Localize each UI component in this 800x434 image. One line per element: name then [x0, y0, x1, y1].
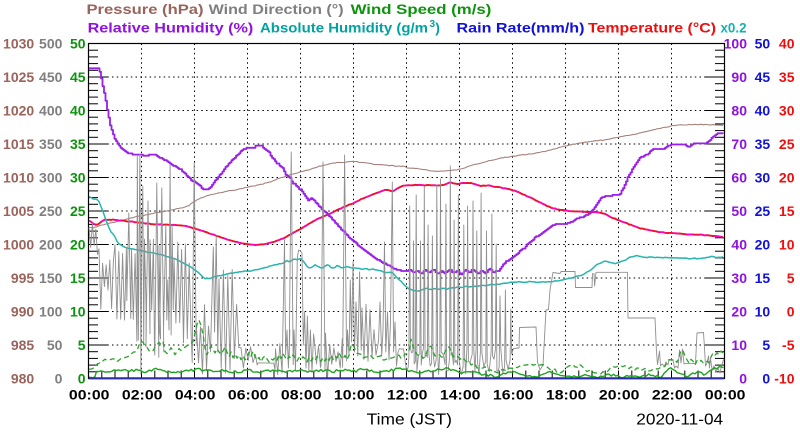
- svg-text:70: 70: [731, 136, 747, 152]
- svg-text:15: 15: [755, 270, 771, 286]
- svg-text:30: 30: [731, 270, 747, 286]
- svg-text:12:00: 12:00: [387, 386, 428, 402]
- svg-text:30: 30: [755, 169, 771, 185]
- svg-text:14:00: 14:00: [440, 386, 481, 402]
- svg-text:20: 20: [731, 303, 747, 319]
- svg-text:980: 980: [11, 370, 35, 386]
- svg-text:2020-11-04: 2020-11-04: [636, 411, 723, 428]
- svg-text:40: 40: [731, 236, 747, 252]
- svg-text:60: 60: [731, 169, 747, 185]
- svg-text:-5: -5: [782, 337, 795, 353]
- svg-text:35: 35: [779, 69, 795, 85]
- svg-text:5: 5: [762, 337, 770, 353]
- svg-text:08:00: 08:00: [281, 386, 322, 402]
- svg-text:400: 400: [39, 102, 63, 118]
- svg-text:350: 350: [39, 136, 63, 152]
- svg-text:985: 985: [11, 337, 35, 353]
- svg-text:25: 25: [755, 203, 771, 219]
- svg-text:40: 40: [779, 35, 795, 51]
- svg-text:10:00: 10:00: [334, 386, 375, 402]
- svg-text:20: 20: [779, 169, 795, 185]
- svg-text:20: 20: [755, 236, 771, 252]
- svg-text:200: 200: [39, 236, 63, 252]
- svg-text:80: 80: [731, 102, 747, 118]
- svg-text:3: 3: [430, 19, 436, 30]
- svg-text:0: 0: [762, 370, 770, 386]
- svg-text:18:00: 18:00: [546, 386, 587, 402]
- svg-text:Rain Rate(mm/h): Rain Rate(mm/h): [457, 20, 585, 36]
- svg-text:10: 10: [755, 303, 771, 319]
- svg-text:-10: -10: [774, 370, 794, 386]
- svg-text:1030: 1030: [3, 35, 34, 51]
- svg-text:500: 500: [39, 35, 63, 51]
- svg-text:990: 990: [11, 303, 35, 319]
- svg-text:10: 10: [70, 303, 86, 319]
- svg-text:x0.2: x0.2: [721, 19, 747, 35]
- svg-text:10: 10: [779, 236, 795, 252]
- svg-text:45: 45: [70, 69, 86, 85]
- svg-text:): ): [435, 20, 440, 36]
- svg-text:20: 20: [70, 236, 86, 252]
- svg-text:Absolute Humidity (g/m: Absolute Humidity (g/m: [260, 20, 428, 36]
- svg-text:02:00: 02:00: [122, 386, 163, 402]
- svg-text:Temperature (°C): Temperature (°C): [588, 20, 716, 36]
- svg-text:Time (JST): Time (JST): [367, 411, 452, 428]
- svg-text:30: 30: [70, 169, 86, 185]
- svg-text:1025: 1025: [3, 69, 34, 85]
- svg-text:25: 25: [779, 136, 795, 152]
- svg-text:25: 25: [70, 203, 86, 219]
- svg-text:40: 40: [70, 102, 86, 118]
- svg-text:Wind Direction (°): Wind Direction (°): [209, 1, 344, 17]
- svg-text:Relative Humidity (%): Relative Humidity (%): [88, 20, 254, 36]
- svg-text:5: 5: [787, 270, 795, 286]
- svg-text:1020: 1020: [3, 102, 34, 118]
- svg-text:06:00: 06:00: [228, 386, 269, 402]
- svg-text:10: 10: [731, 337, 747, 353]
- svg-text:04:00: 04:00: [175, 386, 216, 402]
- svg-text:50: 50: [731, 203, 747, 219]
- svg-text:0: 0: [739, 370, 747, 386]
- svg-text:45: 45: [755, 69, 771, 85]
- svg-text:5: 5: [78, 337, 86, 353]
- svg-text:0: 0: [787, 303, 795, 319]
- svg-text:50: 50: [70, 35, 86, 51]
- svg-text:15: 15: [779, 203, 795, 219]
- svg-text:20:00: 20:00: [599, 386, 640, 402]
- svg-text:1010: 1010: [3, 169, 34, 185]
- svg-text:Pressure (hPa): Pressure (hPa): [87, 1, 204, 17]
- svg-text:50: 50: [755, 35, 771, 51]
- svg-text:100: 100: [39, 303, 63, 319]
- svg-text:100: 100: [724, 35, 748, 51]
- svg-text:90: 90: [731, 69, 747, 85]
- svg-text:15: 15: [70, 270, 86, 286]
- svg-text:22:00: 22:00: [652, 386, 693, 402]
- svg-text:250: 250: [39, 203, 63, 219]
- svg-text:Wind Speed (m/s): Wind Speed (m/s): [351, 1, 492, 17]
- svg-text:1000: 1000: [3, 236, 34, 252]
- svg-text:50: 50: [47, 337, 63, 353]
- svg-text:16:00: 16:00: [493, 386, 534, 402]
- svg-text:00:00: 00:00: [705, 386, 746, 402]
- svg-text:1005: 1005: [3, 203, 34, 219]
- svg-text:0: 0: [55, 370, 63, 386]
- svg-text:1015: 1015: [3, 136, 34, 152]
- svg-text:40: 40: [755, 102, 771, 118]
- svg-text:450: 450: [39, 69, 63, 85]
- svg-text:150: 150: [39, 270, 63, 286]
- svg-text:30: 30: [779, 102, 795, 118]
- svg-text:995: 995: [11, 270, 35, 286]
- svg-text:35: 35: [70, 136, 86, 152]
- svg-text:00:00: 00:00: [69, 386, 110, 402]
- svg-text:0: 0: [78, 370, 86, 386]
- svg-text:300: 300: [39, 169, 63, 185]
- svg-text:35: 35: [755, 136, 771, 152]
